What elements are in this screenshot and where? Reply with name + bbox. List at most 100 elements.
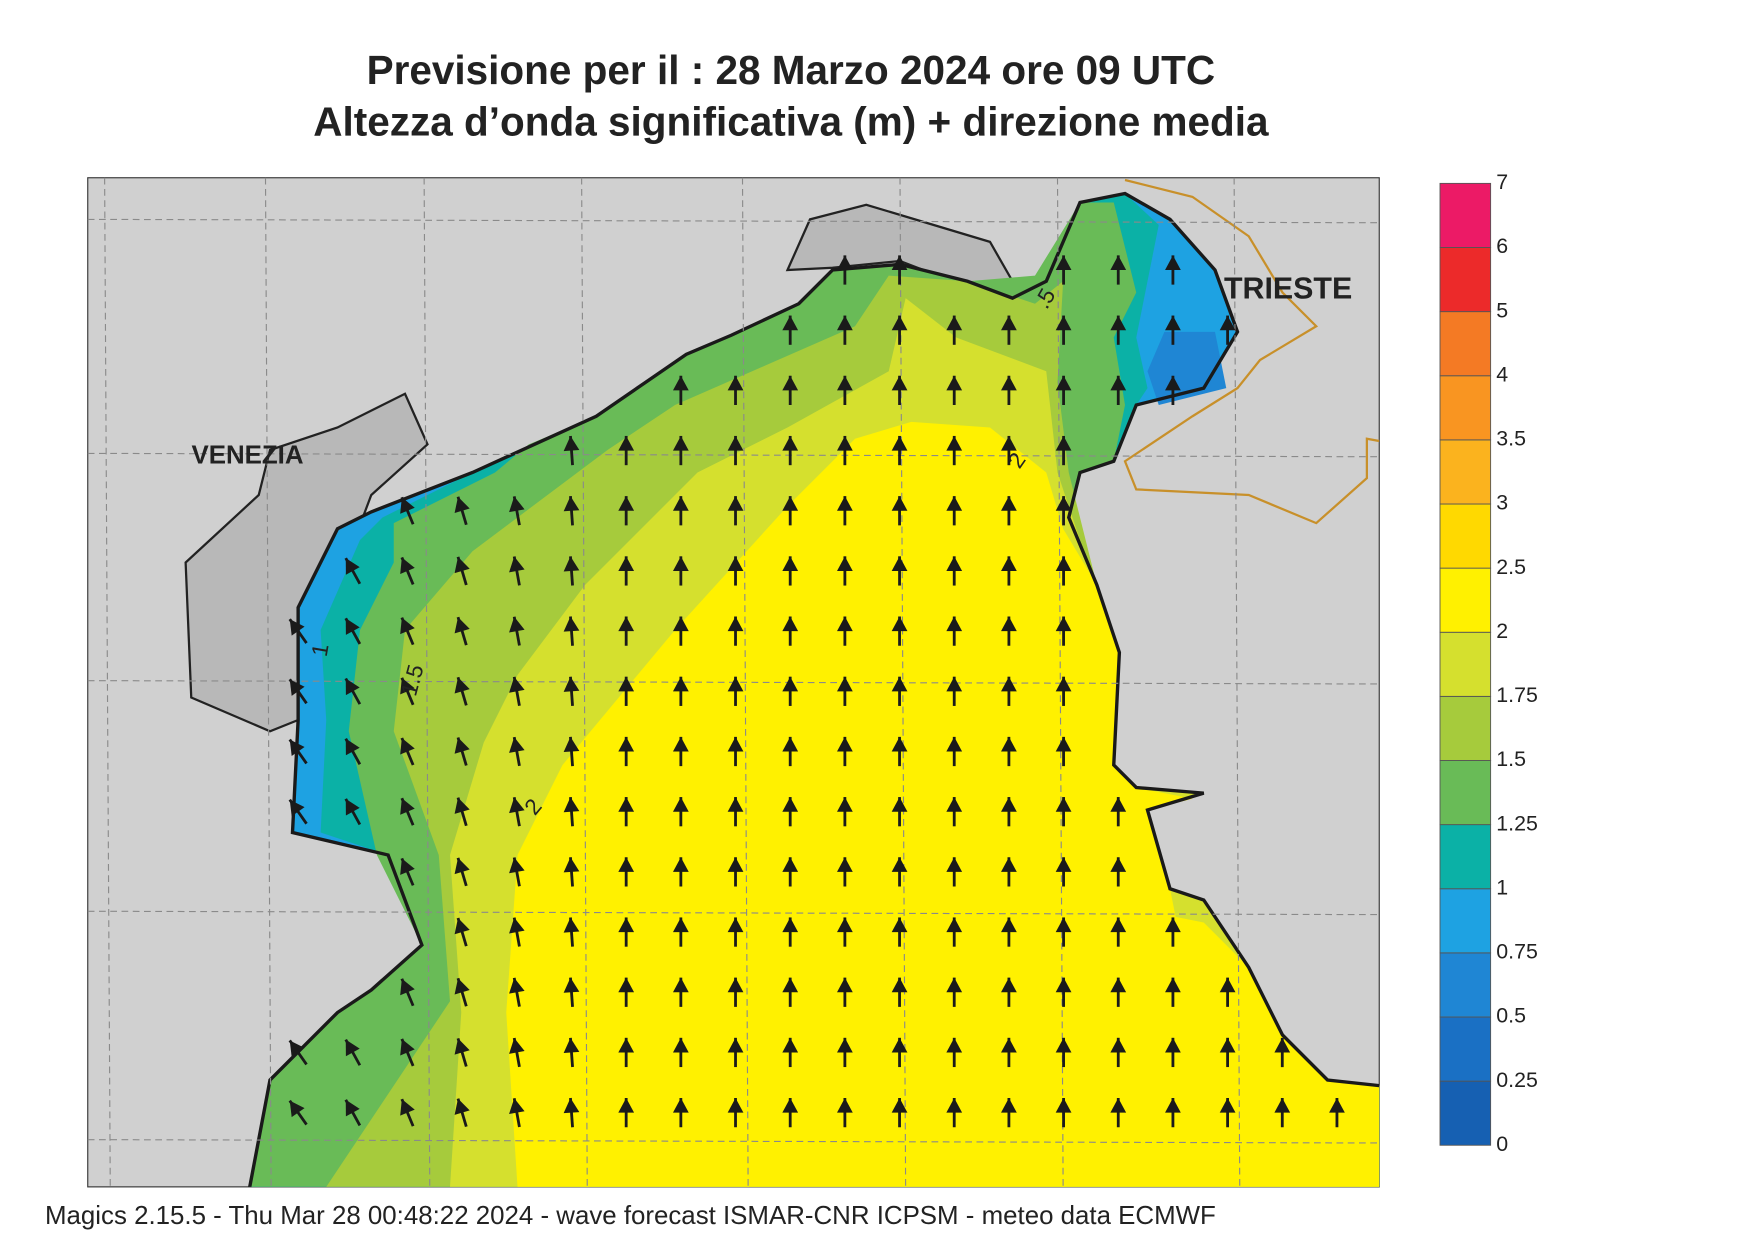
legend-band bbox=[1439, 1080, 1492, 1146]
wave-arrow-head bbox=[1001, 797, 1017, 812]
wave-arrow-head bbox=[563, 556, 580, 572]
legend-tick-label: 2 bbox=[1496, 619, 1508, 643]
wave-arrow-head bbox=[1001, 676, 1017, 692]
wave-arrow-head bbox=[509, 1038, 525, 1054]
legend-band bbox=[1439, 311, 1492, 377]
wave-arrow-head bbox=[672, 496, 689, 511]
wave-arrow-head bbox=[672, 797, 689, 812]
wave-arrow-head bbox=[782, 797, 799, 812]
wave-arrow-head bbox=[454, 978, 470, 995]
wave-arrow-head bbox=[509, 737, 525, 753]
grid-line bbox=[87, 910, 1380, 916]
grid-line bbox=[87, 1139, 1380, 1144]
wave-arrow-head bbox=[837, 736, 853, 752]
wave-arrow-head bbox=[946, 1098, 963, 1113]
wave-arrow-head bbox=[1055, 375, 1072, 391]
wave-arrow-head bbox=[1001, 977, 1017, 993]
wave-arrow-head bbox=[1055, 1098, 1072, 1113]
wave-arrow-head bbox=[891, 736, 908, 752]
wave-arrow-head bbox=[891, 676, 908, 692]
legend-band bbox=[1439, 695, 1492, 761]
legend-tick-label: 5 bbox=[1496, 298, 1508, 322]
wave-arrow-head bbox=[1055, 315, 1072, 331]
legend-tick-label: 0.5 bbox=[1496, 1004, 1526, 1028]
wave-arrow-head bbox=[727, 917, 744, 933]
legend-band bbox=[1439, 247, 1492, 313]
wave-arrow-head bbox=[782, 375, 799, 391]
wave-arrow-head bbox=[782, 917, 799, 933]
wave-arrow-head bbox=[1274, 1098, 1291, 1113]
wave-arrow-head bbox=[1165, 977, 1181, 993]
wave-arrow-head bbox=[345, 1039, 360, 1057]
wave-arrow-head bbox=[618, 736, 635, 752]
wave-arrow-head bbox=[672, 435, 689, 451]
wave-arrow-head bbox=[454, 797, 470, 814]
wave-arrow-head bbox=[1055, 556, 1072, 571]
wave-arrow-head bbox=[618, 676, 635, 692]
wave-arrow-head bbox=[400, 1038, 415, 1056]
wave-arrow-head bbox=[509, 556, 525, 573]
wave-arrow-head bbox=[289, 1100, 305, 1118]
wave-arrow-head bbox=[891, 556, 908, 571]
wave-arrow-head bbox=[454, 737, 470, 754]
wave-arrow-head bbox=[946, 496, 963, 511]
wave-arrow-head bbox=[563, 496, 580, 512]
wave-arrow-head bbox=[1001, 616, 1017, 632]
wave-arrow-head bbox=[672, 676, 689, 692]
border bbox=[1123, 178, 1380, 525]
wave-arrow-head bbox=[1055, 917, 1072, 933]
wave-arrow-head bbox=[1001, 1098, 1017, 1113]
wave-arrow-head bbox=[509, 857, 525, 874]
legend-band bbox=[1439, 760, 1492, 826]
grid-line bbox=[87, 452, 1380, 458]
wave-arrow-head bbox=[454, 918, 470, 935]
wave-arrow-head bbox=[289, 619, 305, 636]
wave-arrow-head bbox=[782, 435, 799, 451]
wave-arrow-head bbox=[891, 616, 908, 632]
wave-arrow-head bbox=[618, 917, 635, 933]
wave-arrow-head bbox=[509, 917, 525, 934]
wave-arrow-head bbox=[563, 435, 580, 452]
wave-arrow-head bbox=[289, 1040, 305, 1057]
wave-arrow-head bbox=[891, 435, 908, 451]
wave-arrow-head bbox=[454, 617, 470, 634]
wave-arrow-head bbox=[891, 797, 908, 812]
legend-tick-label: 4 bbox=[1496, 362, 1508, 386]
wave-arrow-head bbox=[345, 1099, 360, 1117]
wave-arrow-head bbox=[946, 435, 963, 451]
wave-arrow-head bbox=[1001, 857, 1017, 872]
wave-arrow-head bbox=[727, 556, 744, 571]
wave-arrow-head bbox=[1110, 1098, 1127, 1113]
wave-arrow-head bbox=[509, 1098, 525, 1115]
wave-arrow-head bbox=[454, 1038, 470, 1055]
place-label: TRIESTE bbox=[1224, 272, 1352, 305]
wave-arrow-head bbox=[509, 676, 525, 693]
wave-arrow-head bbox=[563, 797, 580, 813]
wave-arrow-head bbox=[946, 857, 963, 872]
wave-arrow-head bbox=[1055, 255, 1072, 270]
legend-tick-label: 1.5 bbox=[1496, 747, 1526, 771]
wave-arrow-head bbox=[400, 798, 415, 815]
wave-arrow-head bbox=[946, 736, 963, 752]
wave-arrow-head bbox=[727, 435, 744, 451]
wave-arrow-head bbox=[618, 616, 635, 632]
wave-arrow-head bbox=[454, 556, 470, 574]
wave-arrow-head bbox=[1110, 375, 1127, 391]
wave-arrow-head bbox=[837, 797, 853, 812]
wave-arrow-head bbox=[891, 1098, 908, 1113]
wave-arrow-head bbox=[1055, 977, 1072, 993]
title-line: Previsione per il : 28 Marzo 2024 ore 09… bbox=[367, 47, 1216, 93]
legend-tick-label: 7 bbox=[1496, 170, 1508, 194]
legend-tick-label: 2.5 bbox=[1496, 555, 1526, 579]
legend-band bbox=[1439, 824, 1492, 890]
wave-arrow-head bbox=[946, 616, 963, 632]
wave-arrow-head bbox=[782, 977, 799, 993]
wave-arrow-head bbox=[672, 736, 689, 752]
wave-arrow-head bbox=[618, 977, 635, 993]
wave-arrow-head bbox=[289, 799, 305, 817]
wave-arrow-head bbox=[837, 917, 853, 933]
wave-arrow-head bbox=[946, 375, 963, 391]
legend-tick-label: 1.25 bbox=[1496, 811, 1538, 835]
wave-arrow-head bbox=[727, 496, 744, 511]
wave-arrow-head bbox=[1001, 315, 1017, 331]
